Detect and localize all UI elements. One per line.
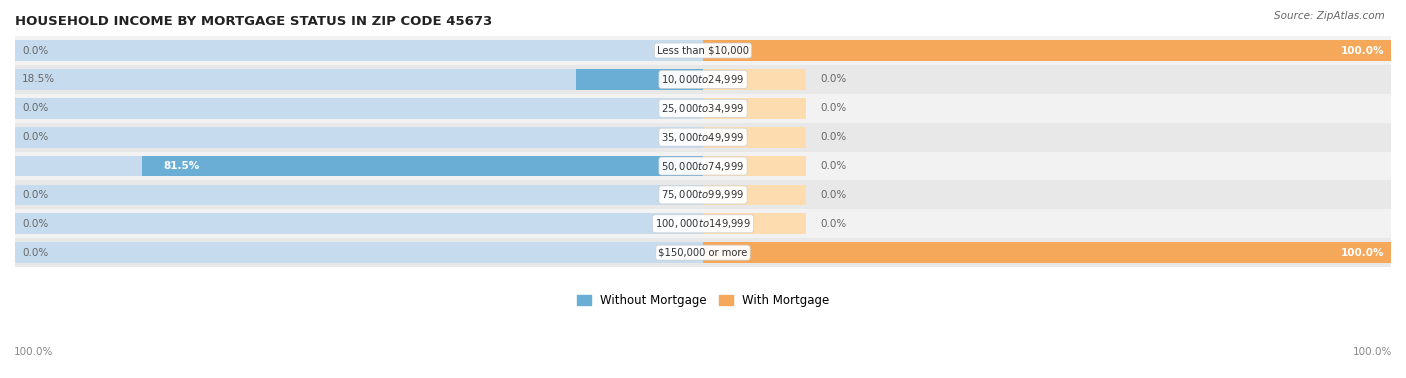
- Text: Less than $10,000: Less than $10,000: [657, 45, 749, 56]
- Text: $150,000 or more: $150,000 or more: [658, 248, 748, 258]
- Text: 0.0%: 0.0%: [22, 103, 48, 113]
- Text: 100.0%: 100.0%: [1340, 248, 1384, 258]
- Bar: [15, 180, 1391, 209]
- Bar: [15, 65, 1391, 94]
- Text: 0.0%: 0.0%: [22, 248, 48, 258]
- Text: 0.0%: 0.0%: [22, 132, 48, 142]
- Bar: [703, 98, 806, 119]
- Text: $100,000 to $149,999: $100,000 to $149,999: [655, 217, 751, 230]
- Text: 100.0%: 100.0%: [1340, 45, 1384, 56]
- Text: 100.0%: 100.0%: [14, 347, 53, 357]
- Bar: [703, 69, 806, 90]
- Bar: [15, 152, 1391, 180]
- Bar: [703, 156, 806, 177]
- Text: 0.0%: 0.0%: [22, 45, 48, 56]
- Bar: [15, 213, 703, 234]
- Text: HOUSEHOLD INCOME BY MORTGAGE STATUS IN ZIP CODE 45673: HOUSEHOLD INCOME BY MORTGAGE STATUS IN Z…: [15, 15, 492, 28]
- Text: 0.0%: 0.0%: [820, 161, 846, 171]
- Text: 18.5%: 18.5%: [22, 74, 55, 84]
- Text: 0.0%: 0.0%: [820, 74, 846, 84]
- Bar: [15, 242, 703, 263]
- Bar: [575, 69, 703, 90]
- Text: $50,000 to $74,999: $50,000 to $74,999: [661, 160, 745, 172]
- Bar: [15, 238, 1391, 267]
- Bar: [15, 156, 703, 177]
- Bar: [15, 69, 703, 90]
- Text: $35,000 to $49,999: $35,000 to $49,999: [661, 131, 745, 144]
- Bar: [703, 40, 1391, 61]
- Bar: [142, 156, 703, 177]
- Text: Source: ZipAtlas.com: Source: ZipAtlas.com: [1274, 11, 1385, 21]
- Bar: [15, 98, 703, 119]
- Bar: [15, 40, 703, 61]
- Text: $25,000 to $34,999: $25,000 to $34,999: [661, 102, 745, 115]
- Text: $10,000 to $24,999: $10,000 to $24,999: [661, 73, 745, 86]
- Text: 0.0%: 0.0%: [820, 190, 846, 200]
- Bar: [703, 242, 806, 263]
- Text: 0.0%: 0.0%: [820, 103, 846, 113]
- Bar: [15, 123, 1391, 152]
- Bar: [703, 184, 806, 205]
- Bar: [15, 209, 1391, 238]
- Legend: Without Mortgage, With Mortgage: Without Mortgage, With Mortgage: [572, 290, 834, 312]
- Bar: [15, 127, 703, 147]
- Bar: [703, 40, 806, 61]
- Text: 0.0%: 0.0%: [820, 219, 846, 229]
- Text: 0.0%: 0.0%: [820, 132, 846, 142]
- Text: $75,000 to $99,999: $75,000 to $99,999: [661, 188, 745, 201]
- Bar: [703, 213, 806, 234]
- Text: 0.0%: 0.0%: [22, 219, 48, 229]
- Bar: [15, 184, 703, 205]
- Bar: [15, 94, 1391, 123]
- Bar: [703, 127, 806, 147]
- Text: 0.0%: 0.0%: [22, 190, 48, 200]
- Bar: [703, 242, 1391, 263]
- Text: 81.5%: 81.5%: [163, 161, 200, 171]
- Text: 100.0%: 100.0%: [1353, 347, 1392, 357]
- Bar: [15, 36, 1391, 65]
